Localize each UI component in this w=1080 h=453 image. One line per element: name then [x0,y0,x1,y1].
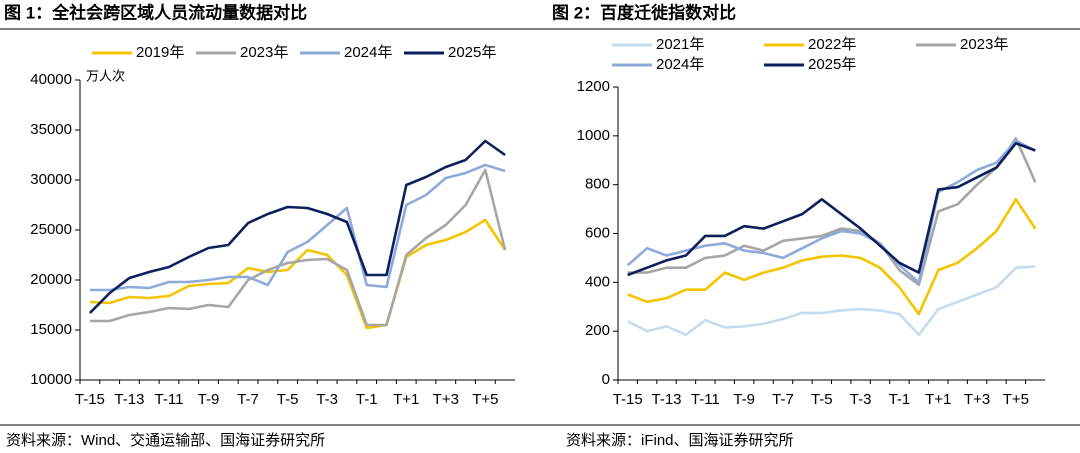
legend-label: 2025年 [448,44,496,61]
legend-label: 2025年 [808,56,856,73]
line [88,139,506,314]
x-tick-label: T-5 [277,391,299,408]
x-tick-label: T-11 [691,391,720,408]
x-tick-label: T+5 [1003,391,1029,408]
legend-label: 2023年 [240,44,288,61]
x-tick-label: T-7 [772,391,794,408]
y-tick-label: 25000 [30,221,72,238]
x-tick-label: T+1 [393,391,419,408]
x-tick-label: T-7 [237,391,259,408]
x-tick-label: T-9 [198,391,220,408]
y-tick-label: 30000 [30,171,72,188]
x-tick-label: T-1 [889,391,911,408]
y-tick-label: 800 [585,176,610,193]
y-tick-label: 1000 [577,127,610,144]
x-tick-label: T-15 [613,391,643,408]
x-tick-label: T-11 [155,391,184,408]
legend-label: 2021年 [656,36,704,53]
y-tick-label: 0 [602,371,610,388]
legend-label: 2024年 [344,44,392,61]
x-tick-label: T-15 [75,391,105,408]
source: 资料来源：iFind、国海证券研究所 [566,432,794,449]
y-unit: 万人次 [86,68,125,83]
x-tick-label: T-3 [850,391,872,408]
x-tick-label: T-3 [316,391,338,408]
line [89,163,506,292]
x-tick-label: T-9 [733,391,755,408]
x-tick-label: T-5 [811,391,833,408]
legend-label: 2024年 [656,56,704,73]
line [627,137,1037,287]
x-tick-label: T-1 [356,391,378,408]
x-tick-label: T+3 [433,391,459,408]
x-tick-label: T+1 [925,391,951,408]
line [627,141,1036,277]
y-tick-label: 200 [585,322,610,339]
legend-label: 2023年 [960,36,1008,53]
y-tick-label: 400 [585,273,610,290]
y-tick-label: 35000 [30,121,72,138]
x-tick-label: T-13 [652,391,682,408]
y-tick-label: 15000 [30,321,72,338]
x-tick-label: T+5 [472,391,498,408]
y-tick-label: 1200 [577,78,610,95]
x-tick-label: T+3 [964,391,990,408]
legend-label: 2019年 [136,44,184,61]
chart-title: 图 1：全社会跨区域人员流动量数据对比 [4,2,307,22]
line [89,218,507,330]
line [626,139,1036,284]
y-tick-label: 40000 [30,71,72,88]
y-tick-label: 20000 [30,271,72,288]
y-tick-label: 600 [585,224,610,241]
line [89,168,507,327]
source: 资料来源：Wind、交通运输部、国海证券研究所 [6,431,325,449]
x-tick-label: T-13 [114,391,144,408]
y-tick-label: 10000 [30,371,72,388]
chart-title: 图 2：百度迁徙指数对比 [552,2,736,22]
line [627,265,1036,337]
legend-label: 2022年 [808,36,856,53]
line [627,198,1037,316]
